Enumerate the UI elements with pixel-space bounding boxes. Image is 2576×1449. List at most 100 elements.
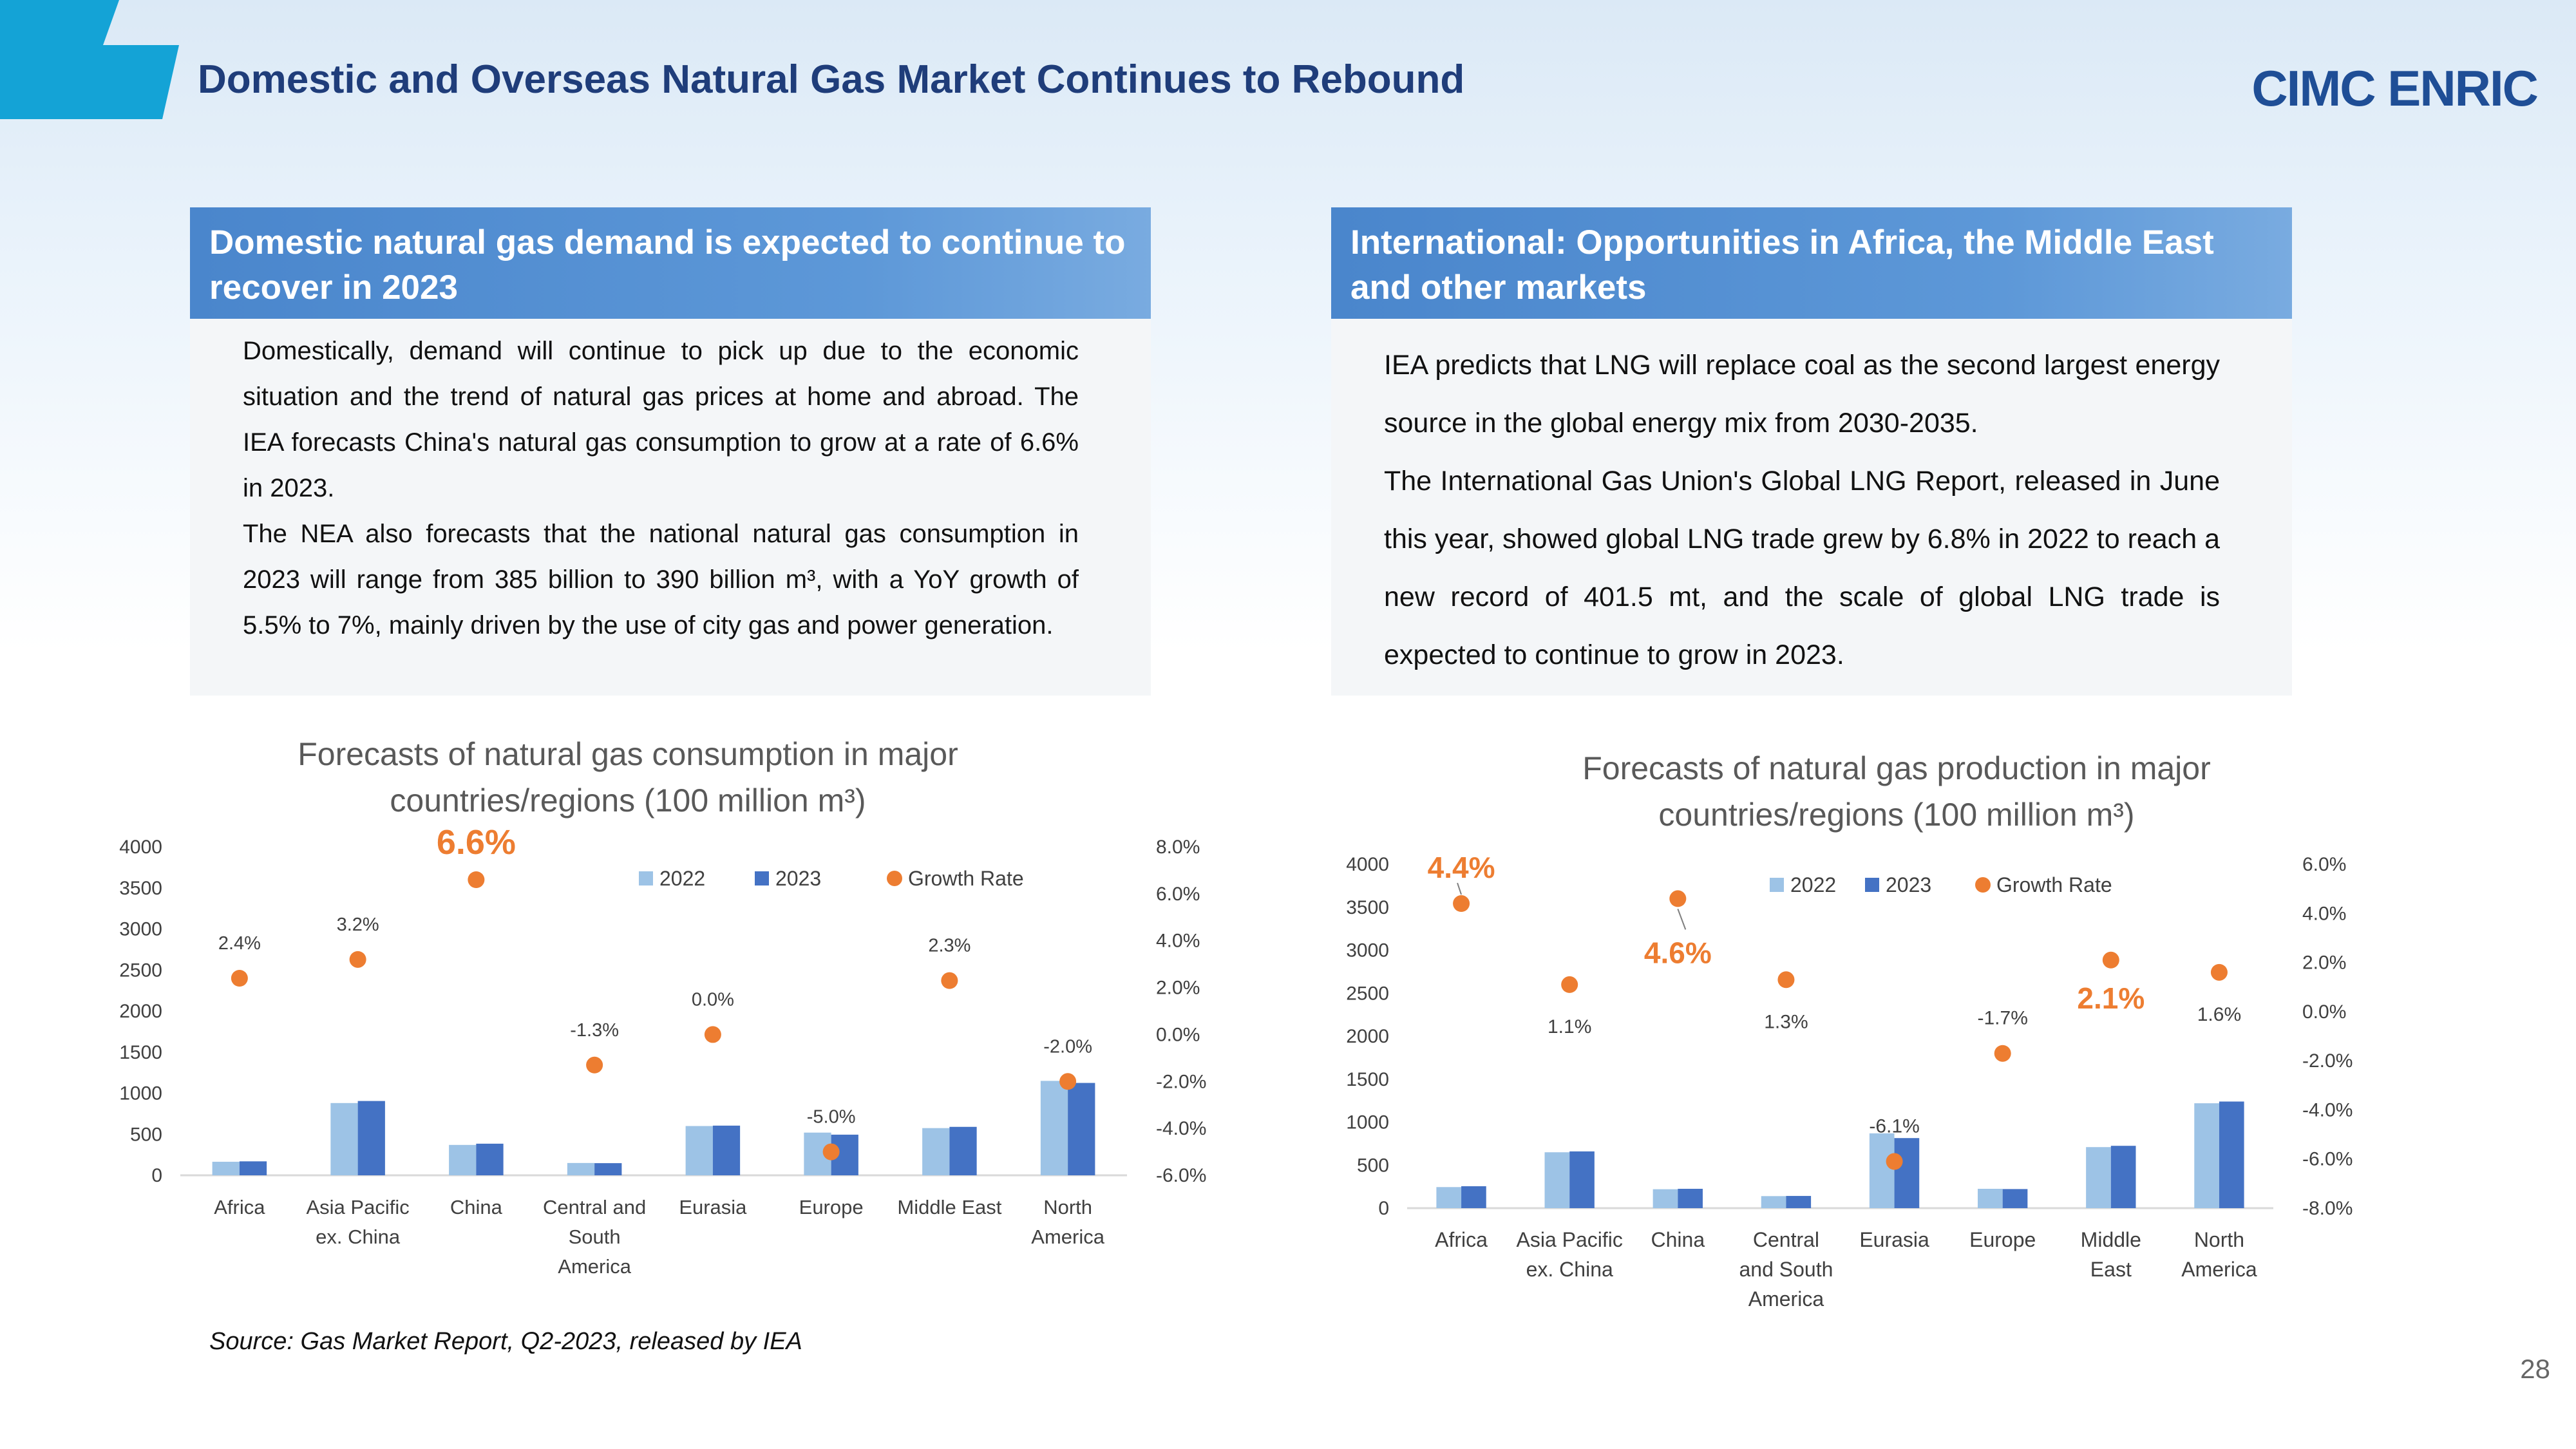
left-panel-heading: Domestic natural gas demand is expected … (190, 207, 1151, 319)
y-tick-label: 3500 (1346, 897, 1389, 918)
growth-rate-label: 1.3% (1764, 1011, 1808, 1032)
x-category-label: Middle East (897, 1196, 1001, 1218)
growth-rate-point (1059, 1073, 1077, 1090)
label-leader-line (1457, 882, 1463, 895)
y-tick-label: 0 (151, 1165, 162, 1186)
y-tick-label: 2000 (1346, 1026, 1389, 1047)
bar-2023 (2002, 1189, 2028, 1208)
y-tick-label: 3500 (119, 878, 162, 899)
x-category-label: Central and (543, 1196, 646, 1218)
growth-rate-label: -1.7% (1978, 1008, 2028, 1029)
growth-rate-point (1669, 890, 1687, 907)
x-category-label: America (1748, 1287, 1824, 1311)
label-leader-line (1677, 909, 1687, 930)
growth-rate-point (1777, 971, 1795, 989)
y-tick-label: 500 (130, 1124, 162, 1145)
growth-rate-label: 1.1% (1548, 1016, 1591, 1037)
y-tick-label: 2500 (119, 960, 162, 981)
y2-tick-label: 6.0% (2302, 854, 2346, 875)
y2-tick-label: -6.0% (2302, 1149, 2353, 1170)
bar-2023 (2110, 1146, 2136, 1208)
left-paragraph-1: Domestically, demand will continue to pi… (243, 337, 1079, 502)
growth-rate-point (231, 970, 248, 987)
bar-2023 (476, 1143, 504, 1175)
bar-2022 (1761, 1196, 1786, 1208)
y2-tick-label: 4.0% (2302, 903, 2346, 924)
growth-rate-label: 1.6% (2197, 1004, 2241, 1025)
bar-2022 (212, 1161, 240, 1175)
bar-2022 (330, 1103, 358, 1175)
bar-2023 (712, 1125, 741, 1175)
y-tick-label: 1500 (1346, 1069, 1389, 1090)
source-note: Source: Gas Market Report, Q2-2023, rele… (209, 1328, 802, 1355)
growth-rate-label: 3.2% (337, 914, 379, 935)
x-category-label: America (2181, 1258, 2257, 1281)
legend-label: 2023 (1886, 873, 1931, 896)
legend-swatch (887, 871, 902, 886)
growth-rate-point (1886, 1153, 1903, 1170)
growth-rate-label: 4.4% (1428, 851, 1495, 884)
legend-label: 2022 (1790, 873, 1836, 896)
right-panel: International: Opportunities in Africa, … (1331, 207, 2292, 696)
bar-2023 (1068, 1083, 1095, 1175)
growth-rate-point (941, 972, 958, 989)
growth-rate-label: 0.0% (692, 989, 734, 1010)
y2-tick-label: -2.0% (1156, 1071, 1206, 1092)
y-tick-label: 1000 (1346, 1112, 1389, 1133)
bar-2022 (922, 1128, 950, 1175)
x-category-label: Europe (1969, 1228, 2036, 1251)
growth-rate-point (704, 1026, 721, 1043)
x-category-label: East (2090, 1258, 2132, 1281)
y2-tick-label: 4.0% (1156, 931, 1200, 952)
legend-label: 2023 (775, 867, 821, 890)
growth-rate-point (468, 871, 485, 888)
x-category-label: ex. China (316, 1226, 401, 1248)
y2-tick-label: -8.0% (2302, 1198, 2353, 1219)
corner-accent-shape (0, 0, 179, 119)
x-category-label: Middle (2081, 1228, 2141, 1251)
growth-rate-point (586, 1056, 603, 1074)
legend-swatch (639, 871, 653, 886)
growth-rate-label: -6.1% (1869, 1116, 1919, 1137)
legend-label: 2022 (659, 867, 705, 890)
left-panel: Domestic natural gas demand is expected … (190, 207, 1151, 696)
x-category-label: China (1651, 1228, 1705, 1251)
bar-2022 (1544, 1152, 1570, 1208)
right-panel-body: IEA predicts that LNG will replace coal … (1384, 336, 2220, 684)
x-category-label: and South (1739, 1258, 1833, 1281)
bar-2022 (449, 1144, 477, 1175)
bar-2022 (2194, 1103, 2219, 1208)
growth-rate-point (2102, 951, 2119, 969)
y-tick-label: 2500 (1346, 983, 1389, 1004)
bar-2022 (1040, 1081, 1068, 1175)
legend-swatch (1975, 877, 1991, 893)
x-category-label: Europe (799, 1196, 864, 1218)
legend-swatch (1865, 878, 1879, 892)
x-category-label: Asia Pacific (307, 1196, 410, 1218)
y-tick-label: 2000 (119, 1001, 162, 1022)
x-category-label: America (1031, 1226, 1104, 1248)
x-category-label: Eurasia (1859, 1228, 1929, 1251)
consumption-chart: Forecasts of natural gas consumption in … (119, 736, 1206, 1278)
production-chart: Forecasts of natural gas production in m… (1346, 750, 2353, 1311)
y-tick-label: 3000 (1346, 940, 1389, 961)
x-category-label: North (2194, 1228, 2244, 1251)
growth-rate-point (1994, 1045, 2011, 1062)
growth-rate-point (822, 1143, 840, 1160)
company-logo: CIMC ENRIC (2251, 60, 2539, 117)
growth-rate-point (349, 951, 366, 968)
growth-rate-label: -5.0% (807, 1107, 856, 1128)
y2-tick-label: 2.0% (1156, 978, 1200, 999)
x-category-label: Eurasia (679, 1196, 747, 1218)
x-category-label: America (558, 1255, 631, 1278)
y2-tick-label: 2.0% (2302, 952, 2346, 974)
x-category-label: Africa (1435, 1228, 1488, 1251)
y-tick-label: 4000 (119, 837, 162, 858)
growth-rate-label: -1.3% (570, 1020, 619, 1041)
chart-title-line-1: Forecasts of natural gas production in m… (1582, 750, 2211, 786)
bar-2023 (1786, 1196, 1812, 1208)
page-title: Domestic and Overseas Natural Gas Market… (198, 57, 1465, 102)
bar-2023 (239, 1161, 267, 1175)
bar-2022 (1978, 1188, 2003, 1208)
x-category-label: ex. China (1526, 1258, 1613, 1281)
